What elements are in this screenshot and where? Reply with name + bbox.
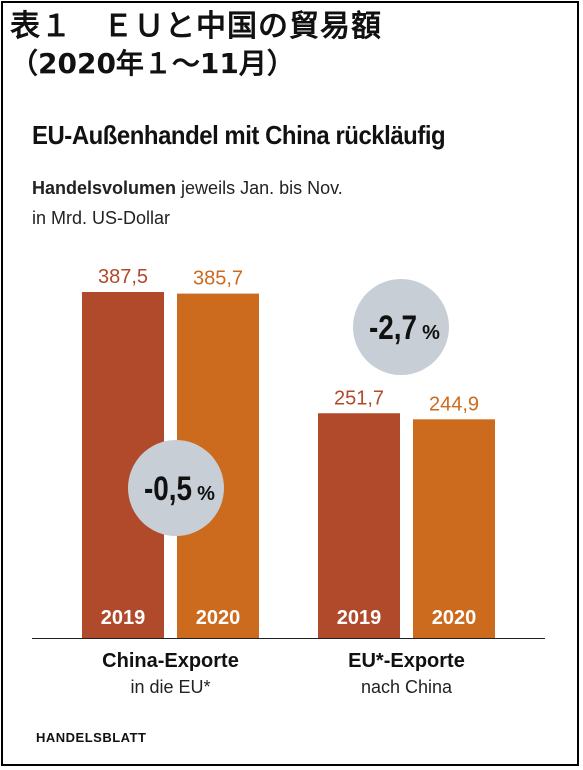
bar-2020-group-2 [413,419,495,638]
figure-title-jp: 表１ ＥＵと中国の貿易額 [10,9,382,44]
source-credit: HANDELSBLATT [36,730,147,745]
series-year-label: 2019 [101,607,146,629]
category-label-line2: nach China [360,677,453,697]
series-year-label: 2020 [196,607,241,629]
category-label-china-exports: China-Exporte in die EU* [61,650,281,698]
series-year-label: 2019 [337,607,382,629]
chart-subtitle-rest: jeweils Jan. bis Nov. [176,178,343,198]
bar-2019-group-2 [318,413,400,638]
category-label-eu-exports: EU*-Exporte nach China [297,650,517,698]
series-year-label: 2020 [432,607,477,629]
change-value: -0,5 [144,469,192,507]
value-label: 244,9 [429,393,479,415]
value-label: 387,5 [98,266,148,288]
chart-title: EU-Außenhandel mit China rückläufig [32,120,446,150]
category-label-line2: in die EU* [130,677,211,697]
change-unit: % [422,322,440,344]
value-label: 251,7 [334,387,384,409]
value-label: 385,7 [193,268,243,290]
change-value: -2,7 [369,308,417,346]
change-unit: % [197,483,215,505]
chart-subtitle-bold: Handelsvolumen [32,178,177,198]
chart-unit-line: in Mrd. US-Dollar [32,208,171,228]
change-badge [353,279,449,375]
category-label-line1: China-Exporte [102,650,239,672]
figure-subtitle-jp: （2020年１～11月） [10,47,295,80]
category-label-line1: EU*-Exporte [348,650,465,672]
change-badge [128,440,224,536]
chart-subtitle: Handelsvolumen jeweils Jan. bis Nov. [32,178,343,199]
